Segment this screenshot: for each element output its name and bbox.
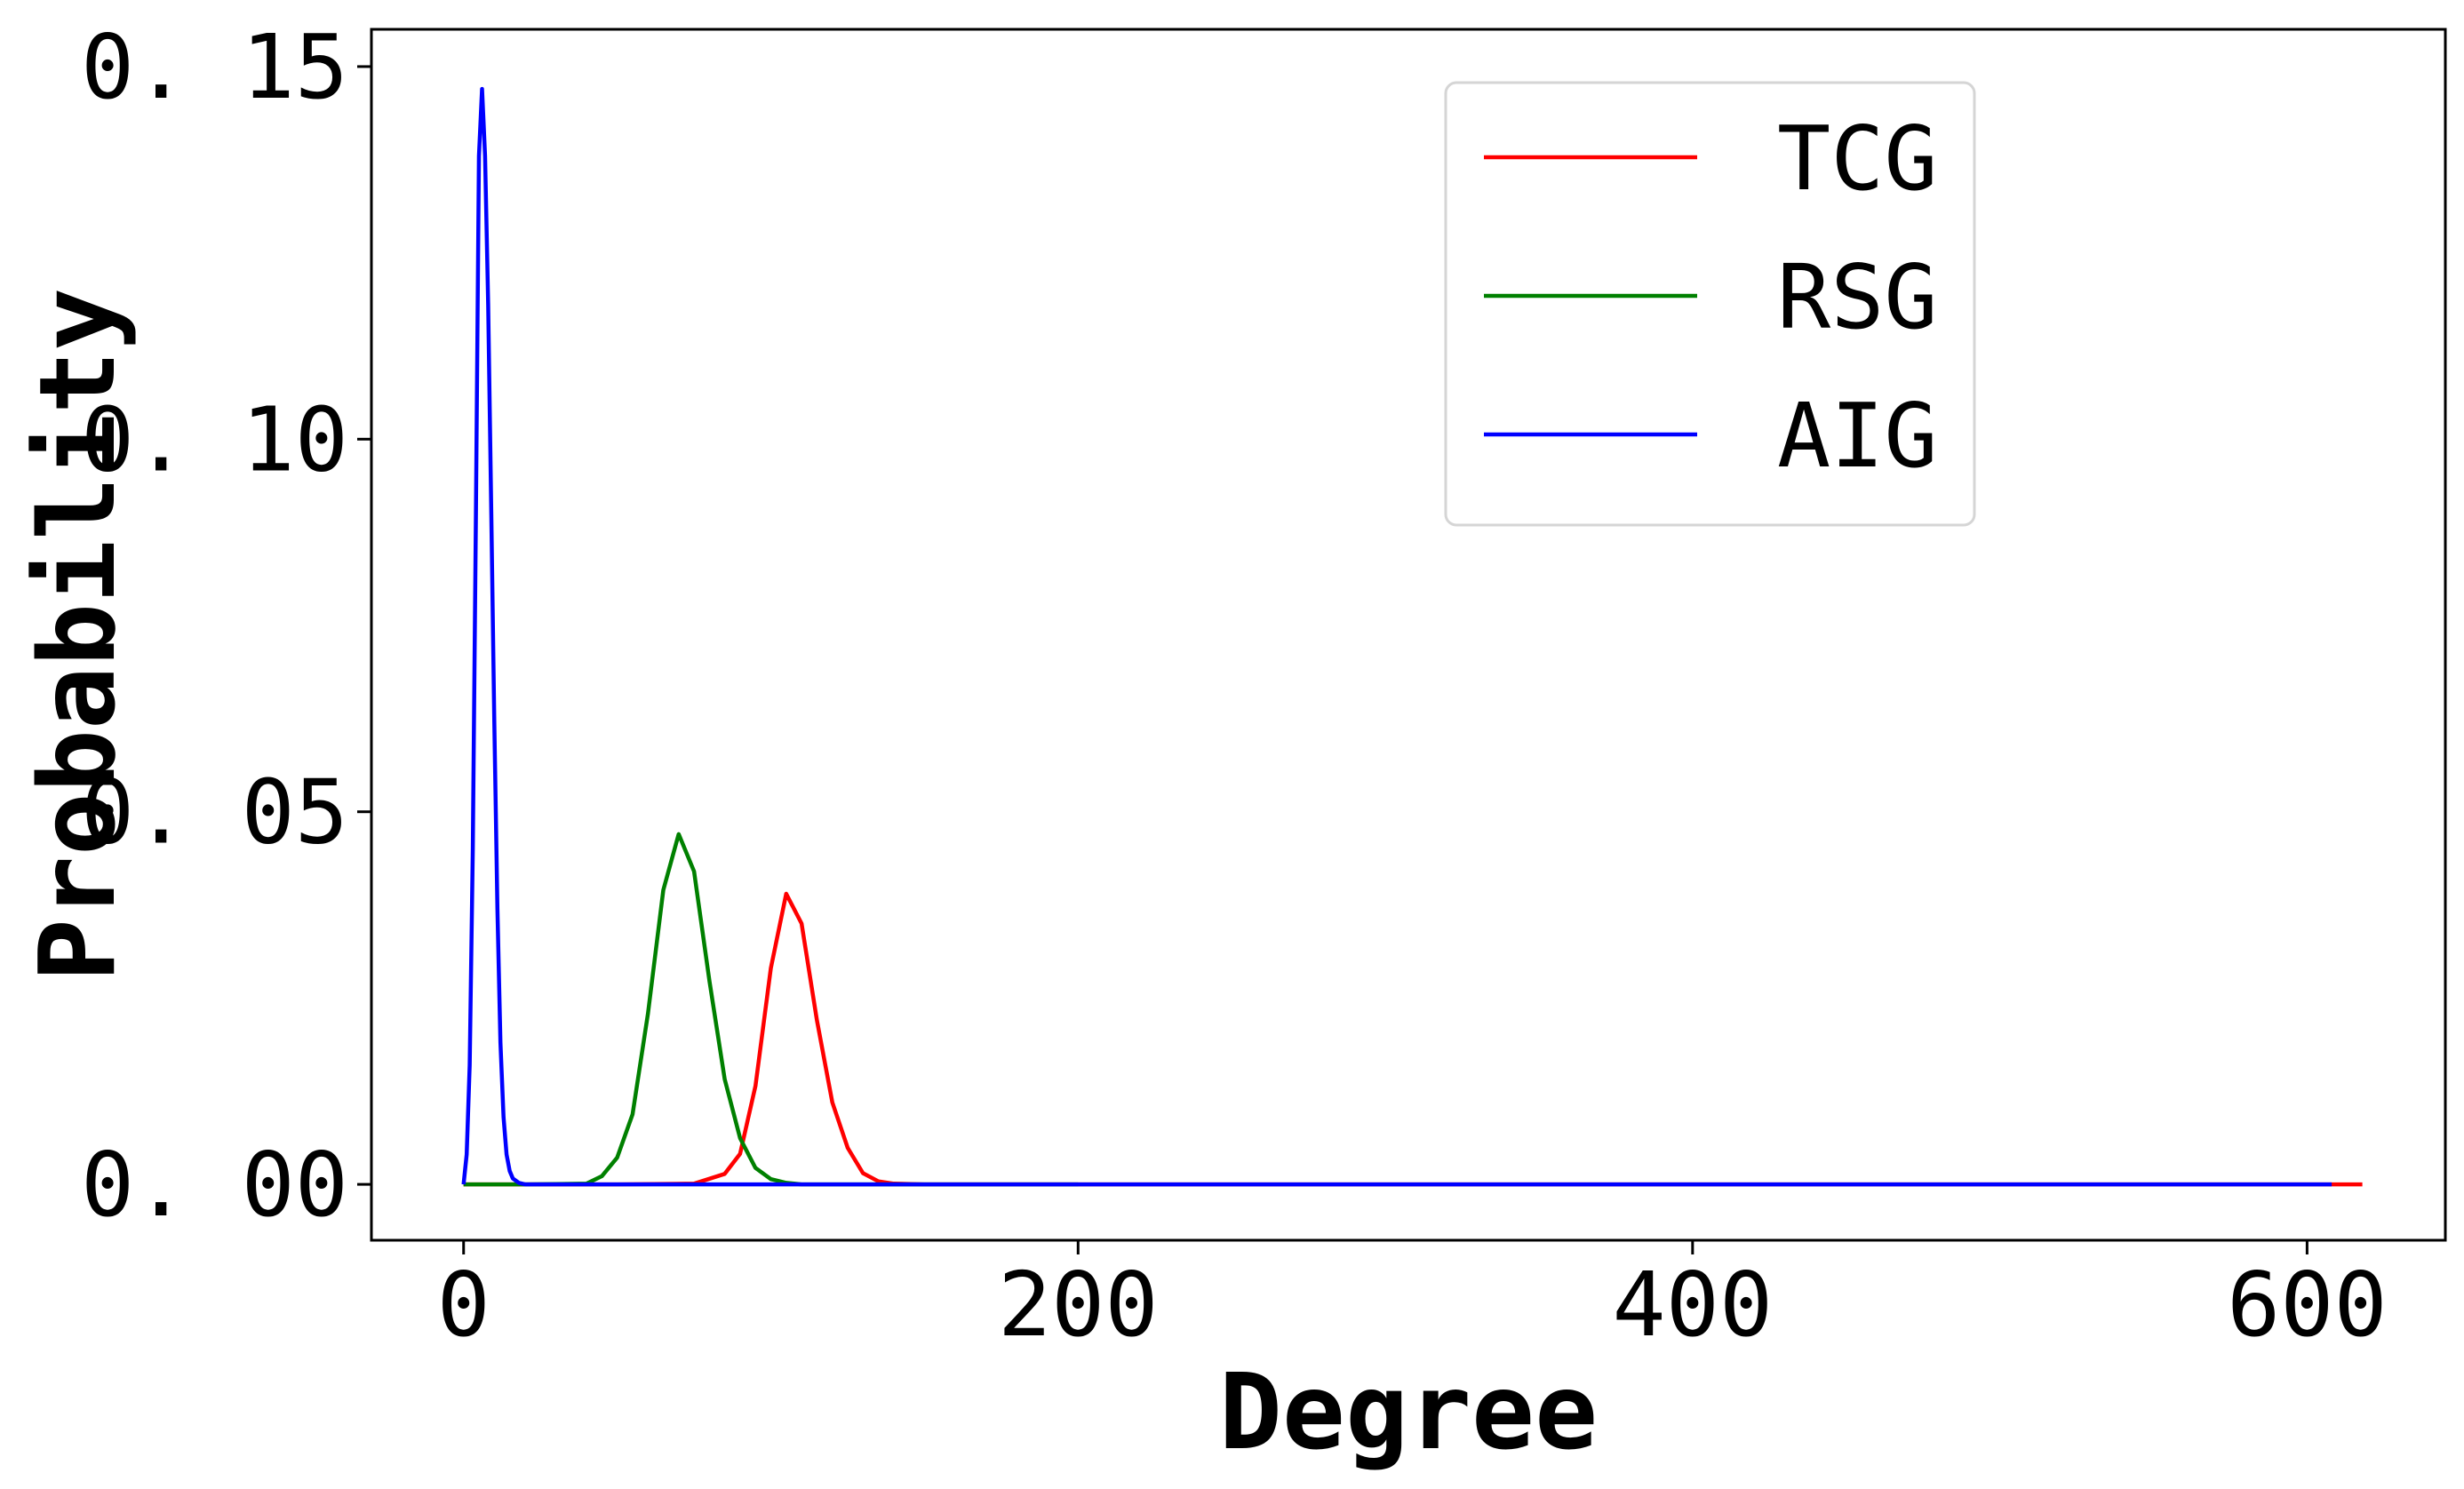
y-tick-label: 0. 00	[81, 1133, 348, 1237]
x-tick-label: 200	[998, 1253, 1159, 1357]
legend-label-aig: AIG	[1777, 384, 1938, 488]
plot-frame	[370, 28, 2447, 1242]
x-tick-label: 400	[1613, 1253, 1774, 1357]
y-tick-label: 0. 05	[81, 760, 348, 864]
y-tick-label: 0. 10	[81, 387, 348, 491]
legend-entries: TCG RSG AIG	[1484, 107, 1938, 488]
x-axis-label: Degree	[1219, 1350, 1598, 1473]
legend-label-tcg: TCG	[1777, 107, 1938, 211]
x-axis: 0 200 400 600	[437, 1240, 2388, 1357]
y-axis-label: Probability	[16, 288, 139, 982]
series-layer	[461, 86, 2363, 1187]
legend: TCG RSG AIG	[1444, 81, 1976, 527]
series-line-aig	[461, 86, 2332, 1187]
legend-label-rsg: RSG	[1777, 245, 1938, 349]
x-tick-label: 0	[437, 1253, 490, 1357]
y-axis: 0. 00 0. 05 0. 10 0. 15	[81, 15, 371, 1237]
x-tick-label: 600	[2227, 1253, 2388, 1357]
y-tick-label: 0. 15	[81, 15, 348, 119]
legend-frame	[1444, 81, 1976, 527]
